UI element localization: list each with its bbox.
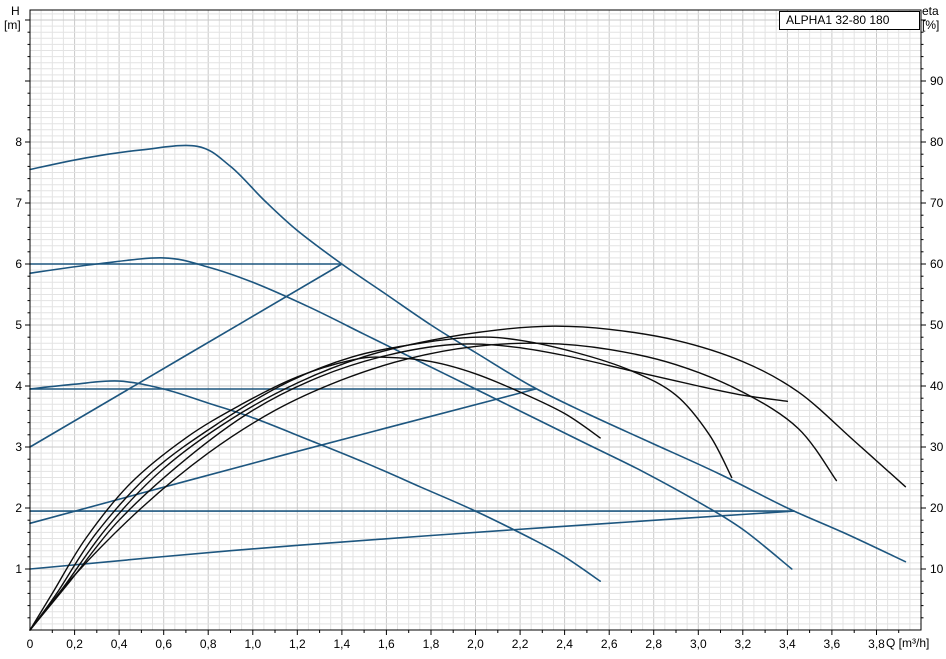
left-tick-label: 3	[15, 440, 22, 454]
right-tick-label: 80	[930, 135, 944, 149]
x-tick-label: 1,0	[244, 637, 261, 651]
x-tick-label: 0,8	[200, 637, 217, 651]
x-tick-label: 3,0	[690, 637, 707, 651]
right-tick-label: 50	[930, 318, 944, 332]
right-tick-label: 30	[930, 440, 944, 454]
series-speed-i-curve	[29, 380, 601, 582]
x-tick-label: 0	[27, 637, 34, 651]
left-tick-label: 1	[15, 562, 22, 576]
left-tick-label: 7	[15, 196, 22, 210]
x-axis-title: Q [m³/h]	[886, 636, 930, 650]
left-axis-title: H	[11, 4, 20, 18]
x-tick-label: 3,2	[734, 637, 751, 651]
grid	[30, 10, 921, 630]
x-tick-label: 1,8	[423, 637, 440, 651]
x-tick-label: 3,4	[779, 637, 796, 651]
x-tick-label: 1,4	[333, 637, 350, 651]
right-tick-label: 10	[930, 562, 944, 576]
x-tick-label: 2,6	[601, 637, 618, 651]
series-speed-ii-curve	[29, 257, 793, 570]
right-axis-unit: [%]	[922, 18, 940, 32]
series-eta-curve-4	[29, 343, 789, 631]
left-tick-label: 4	[15, 379, 22, 393]
left-tick-label: 6	[15, 257, 22, 271]
x-tick-label: 0,6	[155, 637, 172, 651]
x-tick-label: 2,4	[556, 637, 573, 651]
x-tick-label: 1,6	[378, 637, 395, 651]
series-eta-curve-5	[29, 342, 838, 631]
right-tick-label: 20	[930, 501, 944, 515]
x-tick-label: 3,6	[824, 637, 841, 651]
pump-model-label: ALPHA1 32-80 180	[779, 11, 920, 30]
left-tick-label: 5	[15, 318, 22, 332]
series-proportional-pressure-6m	[29, 263, 343, 448]
right-axis-title: eta	[922, 4, 939, 18]
x-tick-label: 2,2	[512, 637, 529, 651]
series-proportional-pressure-2m	[29, 510, 795, 570]
right-tick-label: 40	[930, 379, 944, 393]
curves	[29, 144, 907, 631]
x-tick-label: 2,8	[645, 637, 662, 651]
series-proportional-pressure-4m	[29, 388, 537, 525]
series-eta-curve-3	[29, 325, 907, 631]
left-axis-unit: [m]	[4, 18, 21, 32]
axes: 0 0,2 0,4 0,6 0,8 1,0 1,2 1,4 1,6 1,8 2,0 2,2 2,4 2,6…	[15, 9, 944, 651]
right-tick-label: 70	[930, 196, 944, 210]
series-speed-iii-max-curve	[29, 144, 907, 563]
right-tick-label: 60	[930, 257, 944, 271]
right-tick-label: 90	[930, 74, 944, 88]
x-tick-label: 3,8	[868, 637, 885, 651]
left-tick-label: 8	[15, 135, 22, 149]
left-tick-label: 2	[15, 501, 22, 515]
x-tick-label: 0,2	[66, 637, 83, 651]
x-tick-label: 2,0	[467, 637, 484, 651]
x-tick-label: 1,2	[289, 637, 306, 651]
x-tick-label: 0,4	[111, 637, 128, 651]
